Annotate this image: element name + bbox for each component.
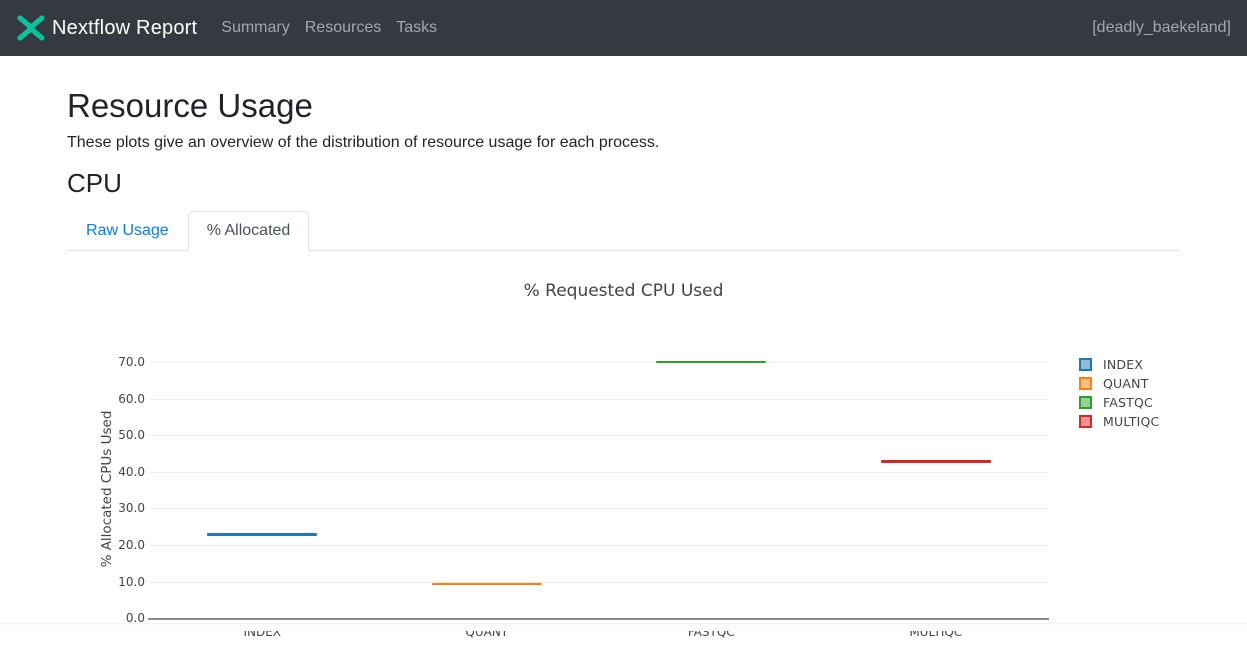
legend-item-fastqc[interactable]: FASTQC xyxy=(1079,395,1153,410)
y-gridline xyxy=(150,471,1048,473)
y-tick-label: 10.0 xyxy=(118,574,145,589)
tab-percent-allocated[interactable]: % Allocated xyxy=(187,211,310,252)
y-tick-label: 60.0 xyxy=(118,391,145,406)
legend-label: FASTQC xyxy=(1103,395,1153,411)
y-gridline xyxy=(150,398,1048,400)
legend-swatch-icon xyxy=(1079,396,1092,410)
y-tick-label: 30.0 xyxy=(118,501,145,516)
legend-label: MULTIQC xyxy=(1103,414,1160,430)
y-gridline xyxy=(150,581,1048,583)
y-gridline xyxy=(150,508,1048,510)
section-title-cpu: CPU xyxy=(67,168,122,199)
navbar-links: Summary Resources Tasks xyxy=(221,19,452,37)
nextflow-logo-icon xyxy=(16,13,52,43)
violin-line-multiqc[interactable] xyxy=(880,460,991,463)
tab-raw-usage[interactable]: Raw Usage xyxy=(86,222,169,240)
y-tick-label: 70.0 xyxy=(118,354,145,369)
y-gridline xyxy=(150,545,1048,547)
y-tick-label: 50.0 xyxy=(118,428,145,443)
legend-swatch-icon xyxy=(1079,377,1092,391)
x-axis-line xyxy=(148,618,1049,621)
y-tick-label: 20.0 xyxy=(118,538,145,553)
legend-item-index[interactable]: INDEX xyxy=(1079,357,1143,372)
y-tick-label: 0.0 xyxy=(125,611,145,626)
main-content: Resource Usage These plots give an overv… xyxy=(0,56,1247,651)
legend-item-quant[interactable]: QUANT xyxy=(1079,376,1149,391)
top-navbar: Nextflow Report Summary Resources Tasks … xyxy=(0,0,1247,56)
page-bottom-fade xyxy=(0,623,1247,631)
legend-swatch-icon xyxy=(1079,358,1092,372)
nav-item-resources[interactable]: Resources xyxy=(304,19,382,36)
violin-line-fastqc[interactable] xyxy=(656,360,767,364)
legend-label: QUANT xyxy=(1103,376,1149,392)
violin-line-quant[interactable] xyxy=(431,582,542,586)
violin-line-index[interactable] xyxy=(207,533,318,536)
nav-item-tasks[interactable]: Tasks xyxy=(396,19,438,36)
cpu-allocated-chart: % Requested CPU Used % Allocated CPUs Us… xyxy=(67,251,1180,651)
brand-title: Nextflow Report xyxy=(52,16,198,39)
legend-label: INDEX xyxy=(1103,357,1144,373)
nav-item-summary[interactable]: Summary xyxy=(221,19,290,36)
brand-link[interactable]: Nextflow Report xyxy=(16,13,197,43)
chart-title: % Requested CPU Used xyxy=(523,281,724,302)
legend-swatch-icon xyxy=(1079,415,1092,429)
page-title: Resource Usage xyxy=(67,87,313,124)
y-tick-label: 40.0 xyxy=(118,464,145,479)
y-gridline xyxy=(150,361,1048,363)
cpu-tab-bar: Raw Usage % Allocated xyxy=(67,211,1180,252)
page-description: These plots give an overview of the dist… xyxy=(67,134,660,152)
legend-item-multiqc[interactable]: MULTIQC xyxy=(1079,414,1159,429)
run-name-label: [deadly_baekeland] xyxy=(1092,19,1231,36)
y-gridline xyxy=(150,435,1048,437)
